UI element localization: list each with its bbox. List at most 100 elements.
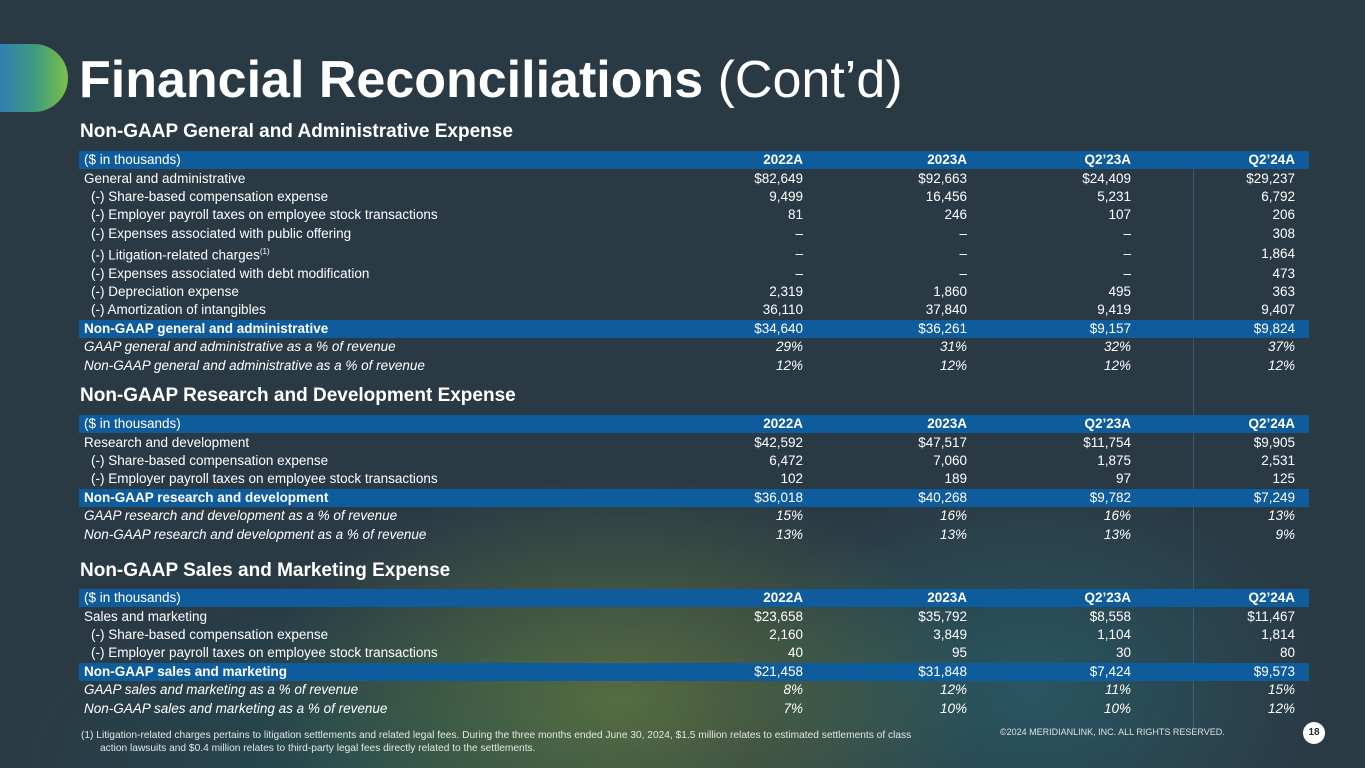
row-value: –	[959, 245, 967, 261]
total-row: Non-GAAP general and administrative $34,6…	[79, 319, 1309, 339]
percent-row: Non-GAAP sales and marketing as a % of r…	[79, 699, 1309, 717]
page-number-badge: 18	[1303, 722, 1325, 744]
row-value: 9,407	[1261, 302, 1295, 318]
row-value: 30	[1115, 645, 1131, 661]
page-title-bold: Financial Reconciliations	[79, 51, 704, 109]
header-units-label: ($ in thousands)	[79, 589, 657, 608]
row-value: 107	[1108, 207, 1131, 223]
table-row: Research and development $42,592 $47,517 $1…	[79, 433, 1309, 451]
row-value: 95	[951, 645, 967, 661]
footnote-line-2: action lawsuits and $0.4 million relates…	[100, 743, 536, 754]
row-value: 2,319	[769, 284, 803, 300]
total-value: $36,261	[817, 319, 981, 339]
header-period: Q2’23A	[981, 151, 1145, 170]
section-title-sm: Non-GAAP Sales and Marketing Expense	[80, 560, 451, 581]
percent-value: 15%	[1267, 682, 1295, 698]
total-row: Non-GAAP sales and marketing $21,458 $31,8…	[79, 662, 1309, 681]
header-period: Q2’24A	[1145, 151, 1309, 170]
row-label: (-) Share-based compensation expense	[79, 188, 657, 206]
row-value: 36,110	[762, 302, 803, 318]
percent-value: 16%	[939, 508, 967, 524]
header-units-label: ($ in thousands)	[79, 151, 657, 170]
row-value: $47,517	[918, 434, 967, 450]
page-title: Financial Reconciliations (Cont’d)	[79, 50, 903, 110]
row-label-text: (-) Employer payroll taxes on employee s…	[91, 207, 438, 223]
row-value: –	[795, 245, 803, 261]
percent-row: GAAP sales and marketing as a % of reven…	[79, 681, 1309, 699]
percent-value: 11%	[1104, 682, 1131, 698]
percent-value: 12%	[1267, 700, 1295, 716]
row-value: –	[1123, 265, 1131, 281]
percent-value: 31%	[939, 339, 967, 355]
row-value: 97	[1115, 471, 1131, 487]
total-value: $9,157	[981, 319, 1145, 339]
total-label: Non-GAAP sales and marketing	[79, 662, 657, 681]
row-value: $9,905	[1253, 434, 1295, 450]
row-label: (-) Employer payroll taxes on employee s…	[79, 644, 657, 662]
row-value: $92,663	[918, 170, 967, 186]
total-value: $36,018	[657, 488, 817, 507]
row-value: 1,104	[1097, 626, 1131, 642]
row-label: Research and development	[79, 433, 657, 451]
row-value: 206	[1272, 207, 1295, 223]
row-value: 1,864	[1261, 245, 1295, 261]
row-value: 495	[1108, 284, 1131, 300]
row-value: 102	[780, 471, 803, 487]
row-value: 9,419	[1097, 302, 1131, 318]
header-period: Q2’23A	[981, 589, 1145, 608]
row-value: $82,649	[754, 170, 803, 186]
row-value: 16,456	[925, 188, 967, 204]
percent-value: 13%	[1103, 526, 1131, 542]
row-value: 363	[1272, 284, 1295, 300]
table-row: (-) Amortization of intangibles 36,110 37,…	[79, 301, 1309, 319]
percent-value: 13%	[775, 526, 803, 542]
row-label-text: (-) Share-based compensation expense	[91, 626, 329, 642]
row-value: $42,592	[754, 434, 803, 450]
percent-value: 12%	[775, 357, 803, 373]
percent-value: 15%	[775, 508, 803, 524]
row-label: (-) Depreciation expense	[79, 283, 657, 301]
row-value: $11,467	[1247, 608, 1295, 624]
row-value: 3,849	[933, 626, 967, 642]
header-period: 2022A	[657, 415, 817, 434]
row-label-text: (-) Depreciation expense	[91, 284, 239, 300]
table-row: General and administrative $82,649 $92,663…	[79, 169, 1309, 187]
percent-label: GAAP research and development as a % of …	[84, 508, 398, 524]
total-row: Non-GAAP research and development $36,018…	[79, 488, 1309, 507]
table-header-row: ($ in thousands) 2022A 2023A Q2’23A Q2’24A	[79, 151, 1309, 170]
row-value: 189	[944, 471, 967, 487]
row-value: $35,792	[918, 608, 967, 624]
percent-label: Non-GAAP sales and marketing as a % of r…	[84, 700, 388, 716]
row-value: $11,754	[1083, 434, 1131, 450]
percent-value: 10%	[1103, 700, 1131, 716]
percent-label: Non-GAAP research and development as a %…	[84, 526, 427, 542]
table-sm: ($ in thousands) 2022A 2023A Q2’23A Q2’24A Sa…	[79, 589, 1309, 718]
row-label: General and administrative	[79, 169, 657, 187]
table-header-row: ($ in thousands) 2022A 2023A Q2’23A Q2’24A	[79, 415, 1309, 434]
percent-value: 10%	[939, 700, 967, 716]
row-label-text: Research and development	[84, 434, 250, 450]
total-value: $34,640	[657, 319, 817, 339]
header-period: 2023A	[817, 151, 981, 170]
percent-value: 32%	[1103, 339, 1131, 355]
row-value: 6,792	[1261, 188, 1295, 204]
row-value: $24,409	[1082, 170, 1131, 186]
row-label: (-) Share-based compensation expense	[79, 452, 657, 470]
row-label-text: (-) Employer payroll taxes on employee s…	[91, 645, 438, 661]
row-label: Sales and marketing	[79, 607, 657, 625]
total-value: $7,249	[1145, 488, 1309, 507]
table-row: (-) Share-based compensation expense 6,47…	[79, 452, 1309, 470]
percent-value: 29%	[775, 339, 803, 355]
row-value: 2,160	[769, 626, 803, 642]
table-header-row: ($ in thousands) 2022A 2023A Q2’23A Q2’24A	[79, 589, 1309, 608]
total-value: $21,458	[657, 662, 817, 681]
footnote-marker: (1)	[259, 246, 270, 256]
table-ga: ($ in thousands) 2022A 2023A Q2’23A Q2’24A Ge…	[79, 151, 1309, 375]
row-label-text: (-) Employer payroll taxes on employee s…	[91, 471, 438, 487]
row-label-text: (-) Expenses associated with public offe…	[91, 225, 352, 241]
table-row: (-) Depreciation expense 2,319 1,860 495 363	[79, 283, 1309, 301]
table-row: (-) Share-based compensation expense 2,16…	[79, 626, 1309, 644]
row-label: (-) Litigation-related charges(1)	[79, 243, 657, 265]
percent-value: 16%	[1103, 508, 1131, 524]
row-value: $29,237	[1246, 170, 1295, 186]
